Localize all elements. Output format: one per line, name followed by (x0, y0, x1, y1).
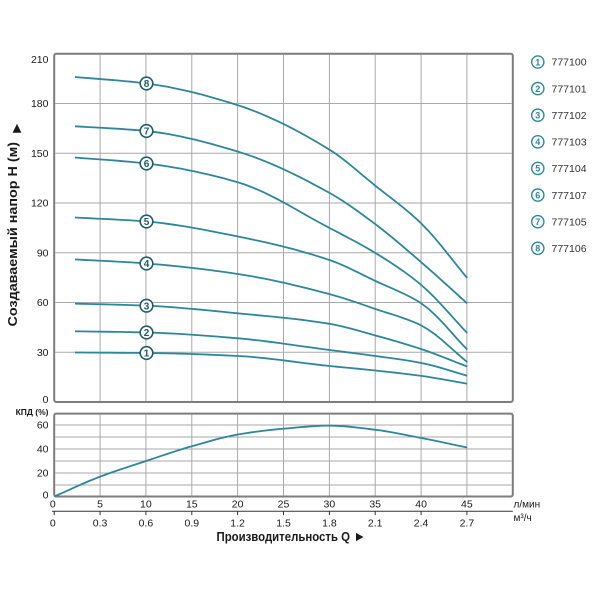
svg-text:777106: 777106 (552, 243, 587, 255)
svg-text:м³/ч: м³/ч (514, 513, 532, 524)
svg-text:Производительность Q: Производительность Q (217, 530, 351, 544)
svg-text:10: 10 (140, 498, 152, 510)
svg-text:60: 60 (37, 297, 49, 309)
svg-text:0: 0 (50, 498, 56, 510)
svg-text:40: 40 (415, 498, 427, 510)
svg-text:0: 0 (50, 518, 56, 530)
svg-text:0: 0 (43, 490, 49, 502)
svg-text:3: 3 (144, 301, 150, 312)
svg-text:Создаваемый напор Н (м): Создаваемый напор Н (м) (5, 142, 20, 327)
svg-text:л/мин: л/мин (514, 499, 541, 510)
svg-text:15: 15 (186, 498, 198, 510)
svg-text:2.7: 2.7 (460, 518, 475, 530)
svg-text:20: 20 (232, 498, 244, 510)
svg-text:4: 4 (144, 259, 150, 270)
svg-text:4: 4 (535, 137, 540, 147)
svg-text:777100: 777100 (552, 57, 587, 69)
svg-text:1.2: 1.2 (230, 518, 245, 530)
svg-text:2: 2 (144, 328, 150, 339)
svg-text:25: 25 (278, 498, 290, 510)
svg-text:20: 20 (37, 468, 49, 480)
svg-text:777101: 777101 (552, 83, 587, 95)
svg-text:2.4: 2.4 (414, 518, 429, 530)
svg-text:2: 2 (535, 84, 540, 94)
svg-text:120: 120 (31, 198, 49, 210)
svg-text:6: 6 (535, 190, 540, 200)
svg-text:777104: 777104 (552, 163, 587, 175)
svg-text:90: 90 (37, 247, 49, 259)
svg-text:3: 3 (535, 111, 540, 121)
svg-text:777107: 777107 (552, 190, 587, 202)
svg-text:45: 45 (461, 498, 473, 510)
svg-text:1.8: 1.8 (322, 518, 337, 530)
svg-text:1.5: 1.5 (276, 518, 291, 530)
svg-text:5: 5 (97, 498, 103, 510)
svg-text:0.9: 0.9 (184, 518, 199, 530)
svg-text:777102: 777102 (552, 110, 587, 122)
svg-text:5: 5 (144, 217, 150, 228)
svg-text:КПД (%): КПД (%) (16, 407, 49, 417)
svg-text:5: 5 (535, 164, 540, 174)
svg-text:35: 35 (369, 498, 381, 510)
svg-text:180: 180 (31, 98, 49, 110)
svg-text:0.3: 0.3 (93, 518, 108, 530)
svg-text:6: 6 (144, 159, 150, 170)
svg-text:777103: 777103 (552, 137, 587, 149)
svg-text:60: 60 (37, 420, 49, 432)
svg-text:7: 7 (535, 217, 540, 227)
svg-text:8: 8 (535, 244, 540, 254)
svg-text:30: 30 (324, 498, 336, 510)
svg-text:40: 40 (37, 444, 49, 456)
svg-text:30: 30 (37, 347, 49, 359)
svg-text:2.1: 2.1 (368, 518, 383, 530)
svg-text:150: 150 (31, 148, 49, 160)
svg-text:1: 1 (535, 57, 540, 67)
svg-text:8: 8 (144, 79, 150, 90)
svg-text:0: 0 (43, 394, 49, 406)
svg-text:1: 1 (144, 349, 150, 360)
svg-text:7: 7 (144, 127, 150, 138)
svg-text:0.6: 0.6 (139, 518, 154, 530)
svg-text:210: 210 (31, 54, 49, 66)
svg-text:777105: 777105 (552, 216, 587, 228)
